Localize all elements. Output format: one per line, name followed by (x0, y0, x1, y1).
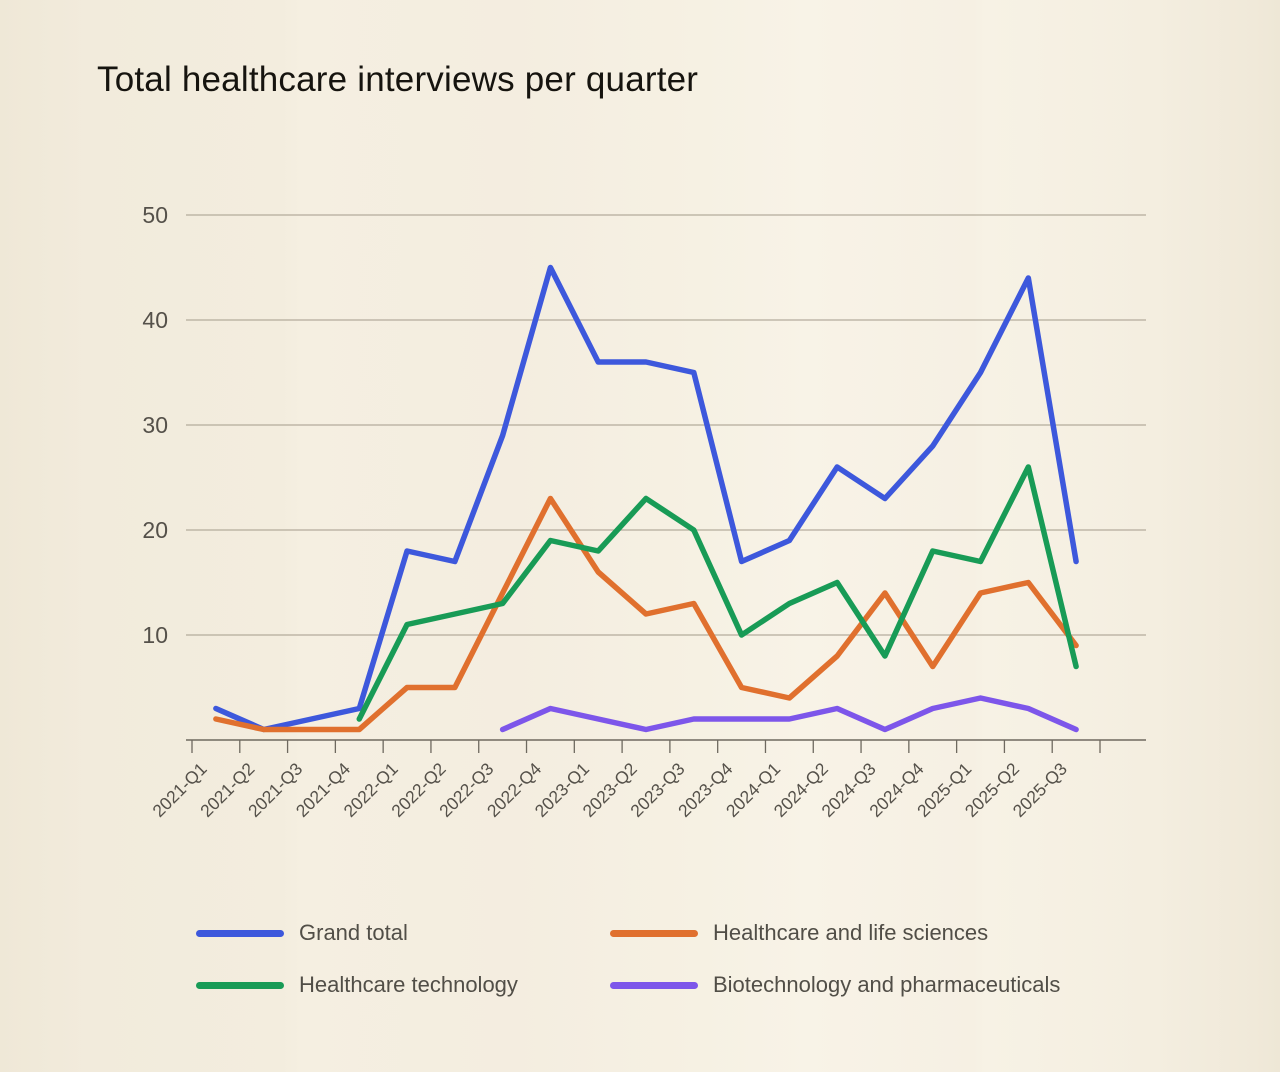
healthcare-life-sciences-swatch-icon (610, 929, 698, 937)
legend-label: Healthcare and life sciences (713, 920, 989, 945)
chart-title: Total healthcare interviews per quarter (97, 60, 699, 99)
legend-label: Grand total (299, 920, 408, 945)
legend: Grand total Healthcare and life sciences… (196, 920, 1146, 998)
legend-item-biotechnology-pharmaceuticals: Biotechnology and pharmaceuticals (610, 972, 1146, 998)
legend-item-healthcare-life-sciences: Healthcare and life sciences (610, 920, 1146, 946)
legend-item-healthcare-technology: Healthcare technology (196, 972, 610, 998)
series-line-healthcare-and-life-sciences (213, 495, 1079, 733)
legend-item-grand-total: Grand total (196, 920, 610, 946)
series-line-grand-total (213, 264, 1079, 733)
y-axis-tick-label: 20 (142, 517, 168, 543)
y-axis-tick-label: 40 (142, 307, 168, 333)
grand-total-swatch-icon (196, 929, 284, 937)
legend-label: Biotechnology and pharmaceuticals (713, 972, 1061, 997)
legend-label: Healthcare technology (299, 972, 518, 997)
series-line-healthcare-technology (356, 464, 1079, 722)
y-axis-tick-label: 30 (142, 412, 168, 438)
y-axis-tick-label: 50 (142, 202, 168, 228)
healthcare-technology-swatch-icon (196, 981, 284, 989)
series-line-biotechnology-and-pharmaceuticals (499, 695, 1079, 733)
y-axis-tick-label: 10 (142, 622, 168, 648)
biotechnology-pharmaceuticals-swatch-icon (610, 981, 698, 989)
